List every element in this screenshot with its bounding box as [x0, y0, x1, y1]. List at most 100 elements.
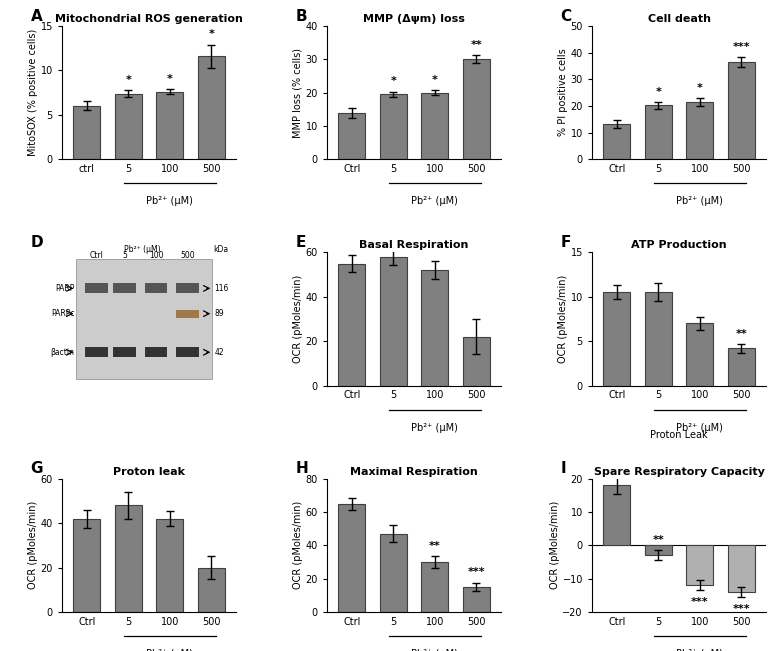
Text: ***: *** [732, 603, 750, 614]
Bar [604, 486, 630, 546]
Bar [176, 310, 199, 318]
Text: **: ** [471, 40, 482, 50]
Text: C: C [560, 8, 572, 23]
Text: G: G [30, 462, 43, 477]
Bar [463, 587, 490, 612]
Bar [115, 505, 142, 612]
Bar [463, 59, 490, 159]
Bar [113, 310, 136, 318]
Text: Pb²⁺ (μM): Pb²⁺ (μM) [146, 649, 194, 651]
Bar [604, 124, 630, 159]
Text: 100: 100 [149, 251, 163, 260]
Title: ATP Production: ATP Production [632, 240, 727, 250]
Title: Maximal Respiration: Maximal Respiration [350, 467, 478, 477]
Title: Cell death: Cell death [648, 14, 711, 24]
Text: ***: *** [691, 597, 709, 607]
Bar [338, 113, 365, 159]
Text: Pb²⁺ (μM): Pb²⁺ (μM) [146, 197, 194, 206]
Text: **: ** [652, 535, 664, 545]
Text: 5: 5 [122, 251, 127, 260]
Title: Basal Respiration: Basal Respiration [359, 240, 469, 250]
Text: Ctrl: Ctrl [90, 251, 104, 260]
Bar [113, 348, 136, 357]
Bar [115, 94, 142, 159]
Bar [728, 546, 755, 592]
Text: Pb²⁺ (μM): Pb²⁺ (μM) [412, 649, 458, 651]
Bar [421, 92, 448, 159]
Bar [113, 283, 136, 294]
Text: *: * [697, 83, 703, 93]
Text: 89: 89 [214, 309, 224, 318]
Bar [74, 106, 101, 159]
Bar [645, 105, 672, 159]
Text: 116: 116 [214, 284, 229, 293]
Bar [421, 270, 448, 385]
Bar [728, 348, 755, 385]
Text: Pb²⁺ (μM): Pb²⁺ (μM) [412, 197, 458, 206]
Text: *: * [208, 29, 214, 39]
Text: Pb²⁺ (μM): Pb²⁺ (μM) [676, 423, 723, 433]
Bar [728, 62, 755, 159]
Text: B: B [296, 8, 307, 23]
Bar [421, 562, 448, 612]
Text: ***: *** [467, 568, 485, 577]
Bar [145, 283, 167, 294]
Title: MMP (Δψm) loss: MMP (Δψm) loss [363, 14, 465, 24]
Bar [74, 519, 101, 612]
Y-axis label: OCR (pMoles/min): OCR (pMoles/min) [28, 501, 38, 590]
Text: F: F [560, 235, 571, 250]
Bar [687, 546, 714, 585]
Bar [85, 310, 108, 318]
Text: Pb²⁺ (μM): Pb²⁺ (μM) [676, 197, 723, 206]
Text: *: * [432, 75, 438, 85]
Text: Pb²⁺ (μM): Pb²⁺ (μM) [124, 245, 160, 255]
Text: kDa: kDa [213, 245, 228, 255]
Text: PARP: PARP [55, 284, 74, 293]
Text: Pb²⁺ (μM): Pb²⁺ (μM) [412, 423, 458, 433]
Text: ***: *** [732, 42, 750, 52]
Title: Spare Respiratory Capacity: Spare Respiratory Capacity [594, 467, 765, 477]
Text: Proton Leak: Proton Leak [650, 430, 708, 439]
Text: *: * [656, 87, 661, 96]
Text: **: ** [735, 329, 747, 339]
Text: *: * [390, 76, 396, 87]
Bar [85, 283, 108, 294]
Bar [380, 534, 407, 612]
Bar [645, 546, 672, 555]
Bar [338, 504, 365, 612]
Bar [463, 337, 490, 385]
Text: *: * [167, 74, 173, 84]
Text: 500: 500 [180, 251, 195, 260]
Text: I: I [560, 462, 566, 477]
Bar [380, 257, 407, 385]
Text: βactin: βactin [50, 348, 74, 357]
Y-axis label: MitoSOX (% positive cells): MitoSOX (% positive cells) [28, 29, 38, 156]
Y-axis label: OCR (pMoles/min): OCR (pMoles/min) [558, 275, 568, 363]
Y-axis label: OCR (pMoles/min): OCR (pMoles/min) [293, 501, 303, 590]
Text: A: A [30, 8, 43, 23]
Text: H: H [296, 462, 308, 477]
Bar [156, 92, 183, 159]
Y-axis label: MMP loss (% cells): MMP loss (% cells) [293, 48, 303, 137]
Bar [85, 348, 108, 357]
Bar [76, 259, 212, 379]
Text: PARPc: PARPc [51, 309, 74, 318]
Bar [176, 283, 199, 294]
Text: *: * [125, 75, 132, 85]
Bar [156, 519, 183, 612]
Bar [145, 348, 167, 357]
Y-axis label: % PI positive cells: % PI positive cells [558, 49, 568, 137]
Title: Mitochondrial ROS generation: Mitochondrial ROS generation [55, 14, 243, 24]
Bar [198, 568, 224, 612]
Bar [145, 310, 167, 318]
Bar [645, 292, 672, 385]
Text: D: D [30, 235, 43, 250]
Bar [604, 292, 630, 385]
Text: 42: 42 [214, 348, 224, 357]
Bar [380, 94, 407, 159]
Text: Pb²⁺ (μM): Pb²⁺ (μM) [676, 649, 723, 651]
Text: E: E [296, 235, 306, 250]
Bar [198, 56, 224, 159]
Bar [176, 348, 199, 357]
Y-axis label: OCR (pMoles/min): OCR (pMoles/min) [550, 501, 560, 590]
